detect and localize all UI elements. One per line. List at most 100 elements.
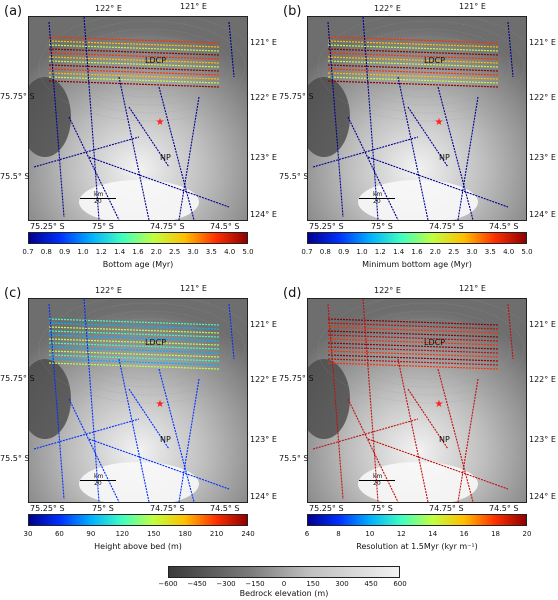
panel-b: (b) ★ 122° E 121° E 121° E 122° E 123° E… <box>279 0 558 282</box>
colorbar-tick: 4.0 <box>503 248 515 256</box>
contour-line <box>387 334 469 364</box>
colorbar-tick: 1.6 <box>132 248 144 256</box>
lon-label-bottom-2: 75° S <box>92 504 114 513</box>
survey-track <box>68 116 120 220</box>
contour-line <box>345 310 511 388</box>
bedrock-tick: −300 <box>216 580 236 588</box>
panel-label: (a) <box>4 4 23 19</box>
survey-line <box>48 68 220 76</box>
lat-label-right-3: 123° E <box>529 153 556 162</box>
lat-label-left-2: 75.5° S <box>0 454 30 463</box>
scale-value: 20 <box>373 198 381 205</box>
panel-d: (d) ★ 122° E 121° E 121° E 122° E 123° E… <box>279 282 558 564</box>
colorbar-tick: 1.0 <box>356 248 368 256</box>
lat-label-right-3: 123° E <box>250 435 277 444</box>
scale-unit: km <box>94 473 104 480</box>
survey-track <box>48 21 65 218</box>
survey-track <box>327 303 344 500</box>
colorbar-tick: 18 <box>491 530 501 538</box>
panel-a: (a) ★ 122° E 121° E 121° E 122° E 123° E… <box>0 0 279 282</box>
lat-label-left-2: 75.5° S <box>279 172 309 181</box>
colorbar-tick: 210 <box>209 530 224 538</box>
survey-line <box>327 346 499 354</box>
star-marker: ★ <box>435 117 444 128</box>
contour-line <box>66 310 232 388</box>
survey-line <box>48 52 220 60</box>
feature-np: NP <box>160 435 171 444</box>
survey-line <box>327 64 499 72</box>
lat-label-left-1: 75.75° S <box>279 374 314 383</box>
survey-line <box>48 338 220 346</box>
survey-line <box>327 362 499 370</box>
colorbar-tick: 1.2 <box>374 248 386 256</box>
survey-line <box>48 342 220 350</box>
colorbar-tick: 1.4 <box>393 248 405 256</box>
survey-track <box>407 106 449 168</box>
lat-label-right-4: 124° E <box>529 210 556 219</box>
colorbar-tick: 2.5 <box>448 248 460 256</box>
survey-track <box>457 378 479 502</box>
colorbar-tick: 150 <box>147 530 161 538</box>
bedrock-depression <box>29 77 71 157</box>
colorbar-tick: 1.0 <box>77 248 89 256</box>
survey-line <box>48 56 220 64</box>
colorbar-tick: 180 <box>178 530 192 538</box>
colorbar <box>307 514 527 526</box>
colorbar-tick: 0.9 <box>59 248 71 256</box>
survey-line <box>48 358 220 366</box>
panel-c: (c) ★ 122° E 121° E 121° E 122° E 123° E… <box>0 282 279 564</box>
survey-line <box>327 80 499 88</box>
survey-track <box>347 116 399 220</box>
survey-track <box>507 21 514 78</box>
survey-line <box>48 334 220 342</box>
feature-ldcp: LDCP <box>145 56 167 65</box>
colorbar-tick: 16 <box>459 530 469 538</box>
bedrock-ridge <box>358 180 478 220</box>
colorbar-tick: 5.0 <box>242 248 254 256</box>
survey-track <box>178 96 200 220</box>
survey-line <box>48 48 220 56</box>
lat-label-right-2: 122° E <box>250 375 277 384</box>
survey-track <box>362 299 379 502</box>
colorbar-tick: 8 <box>336 530 341 538</box>
panel-label: (c) <box>4 286 22 301</box>
survey-line <box>48 362 220 370</box>
lon-label-bottom-1: 75.25° S <box>309 222 344 231</box>
bedrock-ridge <box>79 180 199 220</box>
colorbar-tick: 240 <box>241 530 255 538</box>
map-view: ★ <box>307 16 527 221</box>
survey-track <box>437 86 474 220</box>
colorbar-tick: 14 <box>428 530 438 538</box>
colorbar-tick: 12 <box>396 530 406 538</box>
scale-value: 20 <box>373 480 381 487</box>
colorbar-tick: 0.8 <box>319 248 331 256</box>
survey-track <box>158 368 195 502</box>
panel-label: (b) <box>283 4 302 19</box>
lat-label-right-3: 123° E <box>250 153 277 162</box>
bedrock-ridge <box>358 462 478 502</box>
survey-track <box>327 21 344 218</box>
survey-track <box>507 303 514 360</box>
survey-line <box>327 326 499 334</box>
lon-label-bottom-3: 74.75° S <box>150 504 185 513</box>
survey-line <box>48 326 220 334</box>
scale-unit: km <box>373 473 383 480</box>
survey-line <box>48 80 220 88</box>
contour-line <box>52 20 246 114</box>
colorbar-tick: 6 <box>304 530 310 538</box>
bedrock-colorbar <box>168 566 400 578</box>
bedrock-tick: 300 <box>335 580 349 588</box>
survey-line <box>327 330 499 338</box>
bedrock-depression <box>308 77 350 157</box>
survey-track <box>83 17 100 220</box>
contour-line <box>108 334 190 364</box>
survey-line <box>327 358 499 366</box>
star-marker: ★ <box>156 399 165 410</box>
survey-line <box>48 318 220 326</box>
colorbar-tick: 0.7 <box>22 248 34 256</box>
lat-label-right-3: 123° E <box>529 435 556 444</box>
survey-line <box>48 40 220 48</box>
survey-track <box>397 358 429 502</box>
survey-line <box>48 354 220 362</box>
survey-track <box>118 76 150 220</box>
